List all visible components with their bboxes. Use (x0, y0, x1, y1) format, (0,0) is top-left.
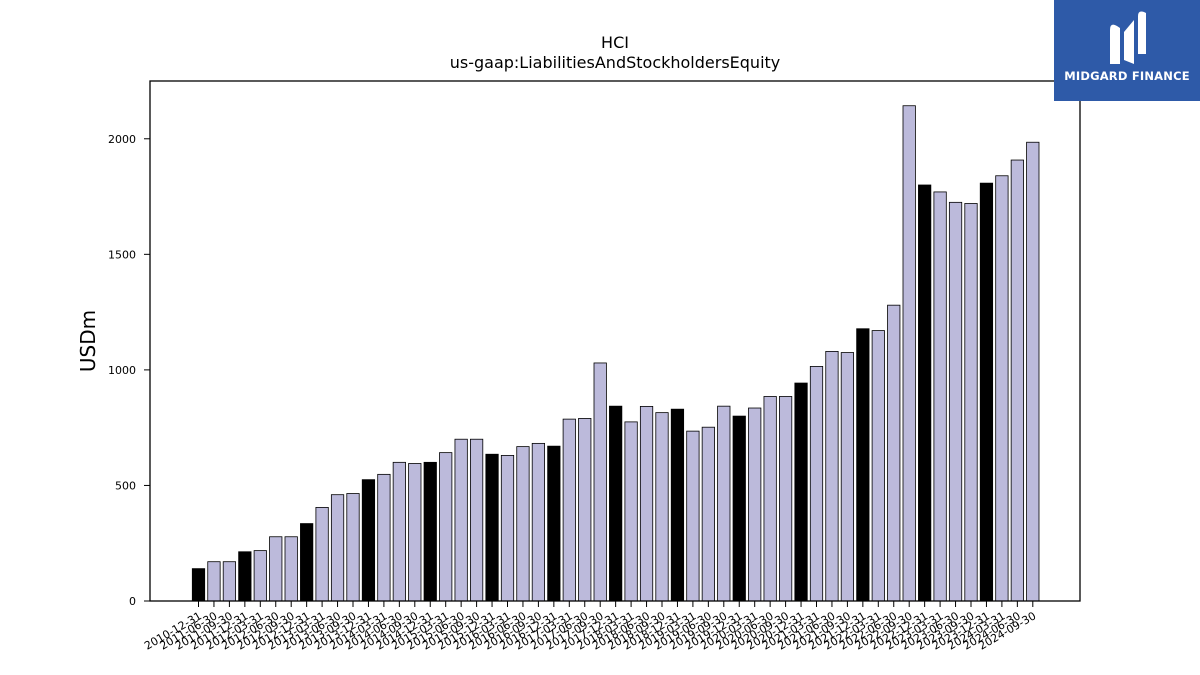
bar-2012-03-31 (253, 550, 267, 602)
bar-2015-12-31 (485, 453, 499, 602)
bar-2020-03-31 (748, 407, 762, 602)
bar-2019-09-30 (717, 405, 731, 602)
chart-subtitle: us-gaap:LiabilitiesAndStockholdersEquity (450, 53, 781, 72)
bar-2022-12-31 (918, 184, 932, 602)
y-tick-label: 1000 (108, 364, 136, 377)
bar-2018-06-30 (639, 405, 654, 602)
bar-2024-09-30 (1026, 141, 1040, 602)
bar-2013-09-30 (346, 493, 360, 602)
bar-2021-09-30 (840, 352, 855, 602)
bar-2015-09-30 (469, 438, 484, 602)
y-tick-label: 1500 (108, 248, 136, 261)
bar-2014-09-30 (408, 463, 422, 602)
bar-2023-06-30 (948, 201, 963, 602)
bar-2019-03-31 (686, 430, 700, 602)
bar-2023-09-30 (964, 203, 978, 602)
bar-2016-03-31 (500, 454, 515, 602)
bar-2014-06-30 (392, 461, 406, 602)
bar-2017-03-31 (562, 418, 576, 602)
y-tick-label: 2000 (108, 133, 136, 146)
bar-2016-09-30 (531, 442, 546, 602)
bar-2019-06-30 (701, 426, 715, 602)
bar-2018-09-30 (655, 412, 669, 602)
bar-2014-12-31 (423, 461, 437, 602)
bar-2020-12-31 (794, 382, 808, 602)
bar-2023-03-31 (933, 191, 947, 602)
bar-2012-09-30 (284, 536, 298, 602)
bar-2016-12-31 (547, 445, 561, 602)
bar-2024-06-30 (1010, 159, 1024, 602)
bar-2022-09-30 (902, 105, 916, 602)
brand-logo: MIDGARD FINANCE (1054, 0, 1200, 101)
bar-2013-12-31 (361, 479, 376, 602)
bar-2015-06-30 (454, 438, 468, 602)
bar-2017-12-31 (609, 405, 623, 602)
bar-2013-06-30 (330, 494, 345, 602)
bar-2011-06-30 (207, 561, 221, 602)
y-axis-ticks: 0 500 1000 1500 2000 (108, 133, 150, 608)
bar-2018-03-31 (624, 421, 638, 602)
y-tick-label: 0 (129, 595, 136, 608)
bar-2017-09-30 (593, 362, 607, 602)
bar-2015-03-31 (439, 452, 453, 602)
bars-layer (191, 105, 1040, 602)
bar-2021-12-31 (856, 328, 870, 602)
bar-2021-03-31 (809, 366, 824, 602)
bar-2018-12-31 (670, 408, 685, 602)
bar-2014-03-31 (377, 473, 391, 602)
bar-2011-12-31 (238, 551, 252, 602)
bar-2022-03-31 (871, 330, 885, 602)
bar-2013-03-31 (315, 506, 329, 602)
bar-2024-03-31 (995, 175, 1009, 602)
bar-2020-09-30 (779, 396, 793, 602)
y-tick-label: 500 (115, 479, 136, 492)
x-axis-ticks: 2010-12-312011-06-302011-09-302011-12-31… (142, 601, 1038, 653)
bar-2017-06-30 (578, 418, 592, 602)
bar-2023-12-31 (979, 182, 994, 602)
bar-2016-06-30 (516, 446, 530, 602)
plot-frame (149, 80, 1081, 602)
chart-title: HCI (601, 33, 629, 52)
bar-2012-12-31 (300, 523, 314, 602)
bar-2020-06-30 (763, 396, 777, 602)
logo-text: MIDGARD FINANCE (1064, 69, 1190, 83)
bar-2011-09-30 (222, 561, 236, 602)
bar-2021-06-30 (825, 350, 839, 602)
bar-2010-12-31 (191, 568, 206, 602)
bar-2012-06-30 (269, 536, 283, 602)
y-axis-label: USDm (76, 310, 100, 372)
bar-2022-06-30 (887, 304, 901, 602)
midgard-logo-icon (1110, 11, 1146, 65)
bar-2019-12-31 (732, 415, 746, 602)
